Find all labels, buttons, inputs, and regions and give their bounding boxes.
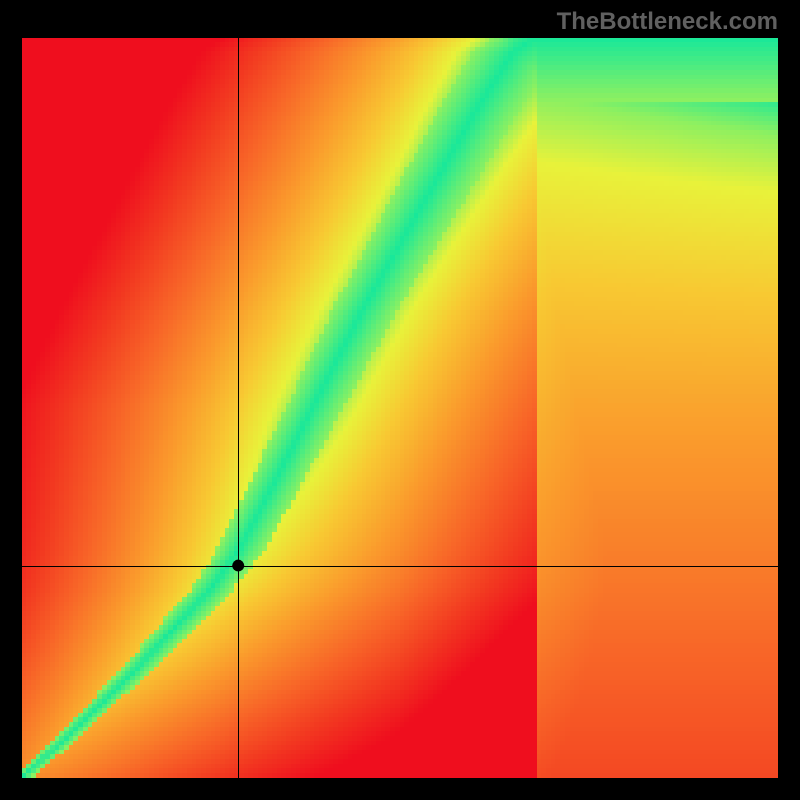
bottleneck-heatmap (22, 38, 778, 778)
watermark-text: TheBottleneck.com (557, 8, 778, 36)
chart-container: TheBottleneck.com (0, 0, 800, 800)
